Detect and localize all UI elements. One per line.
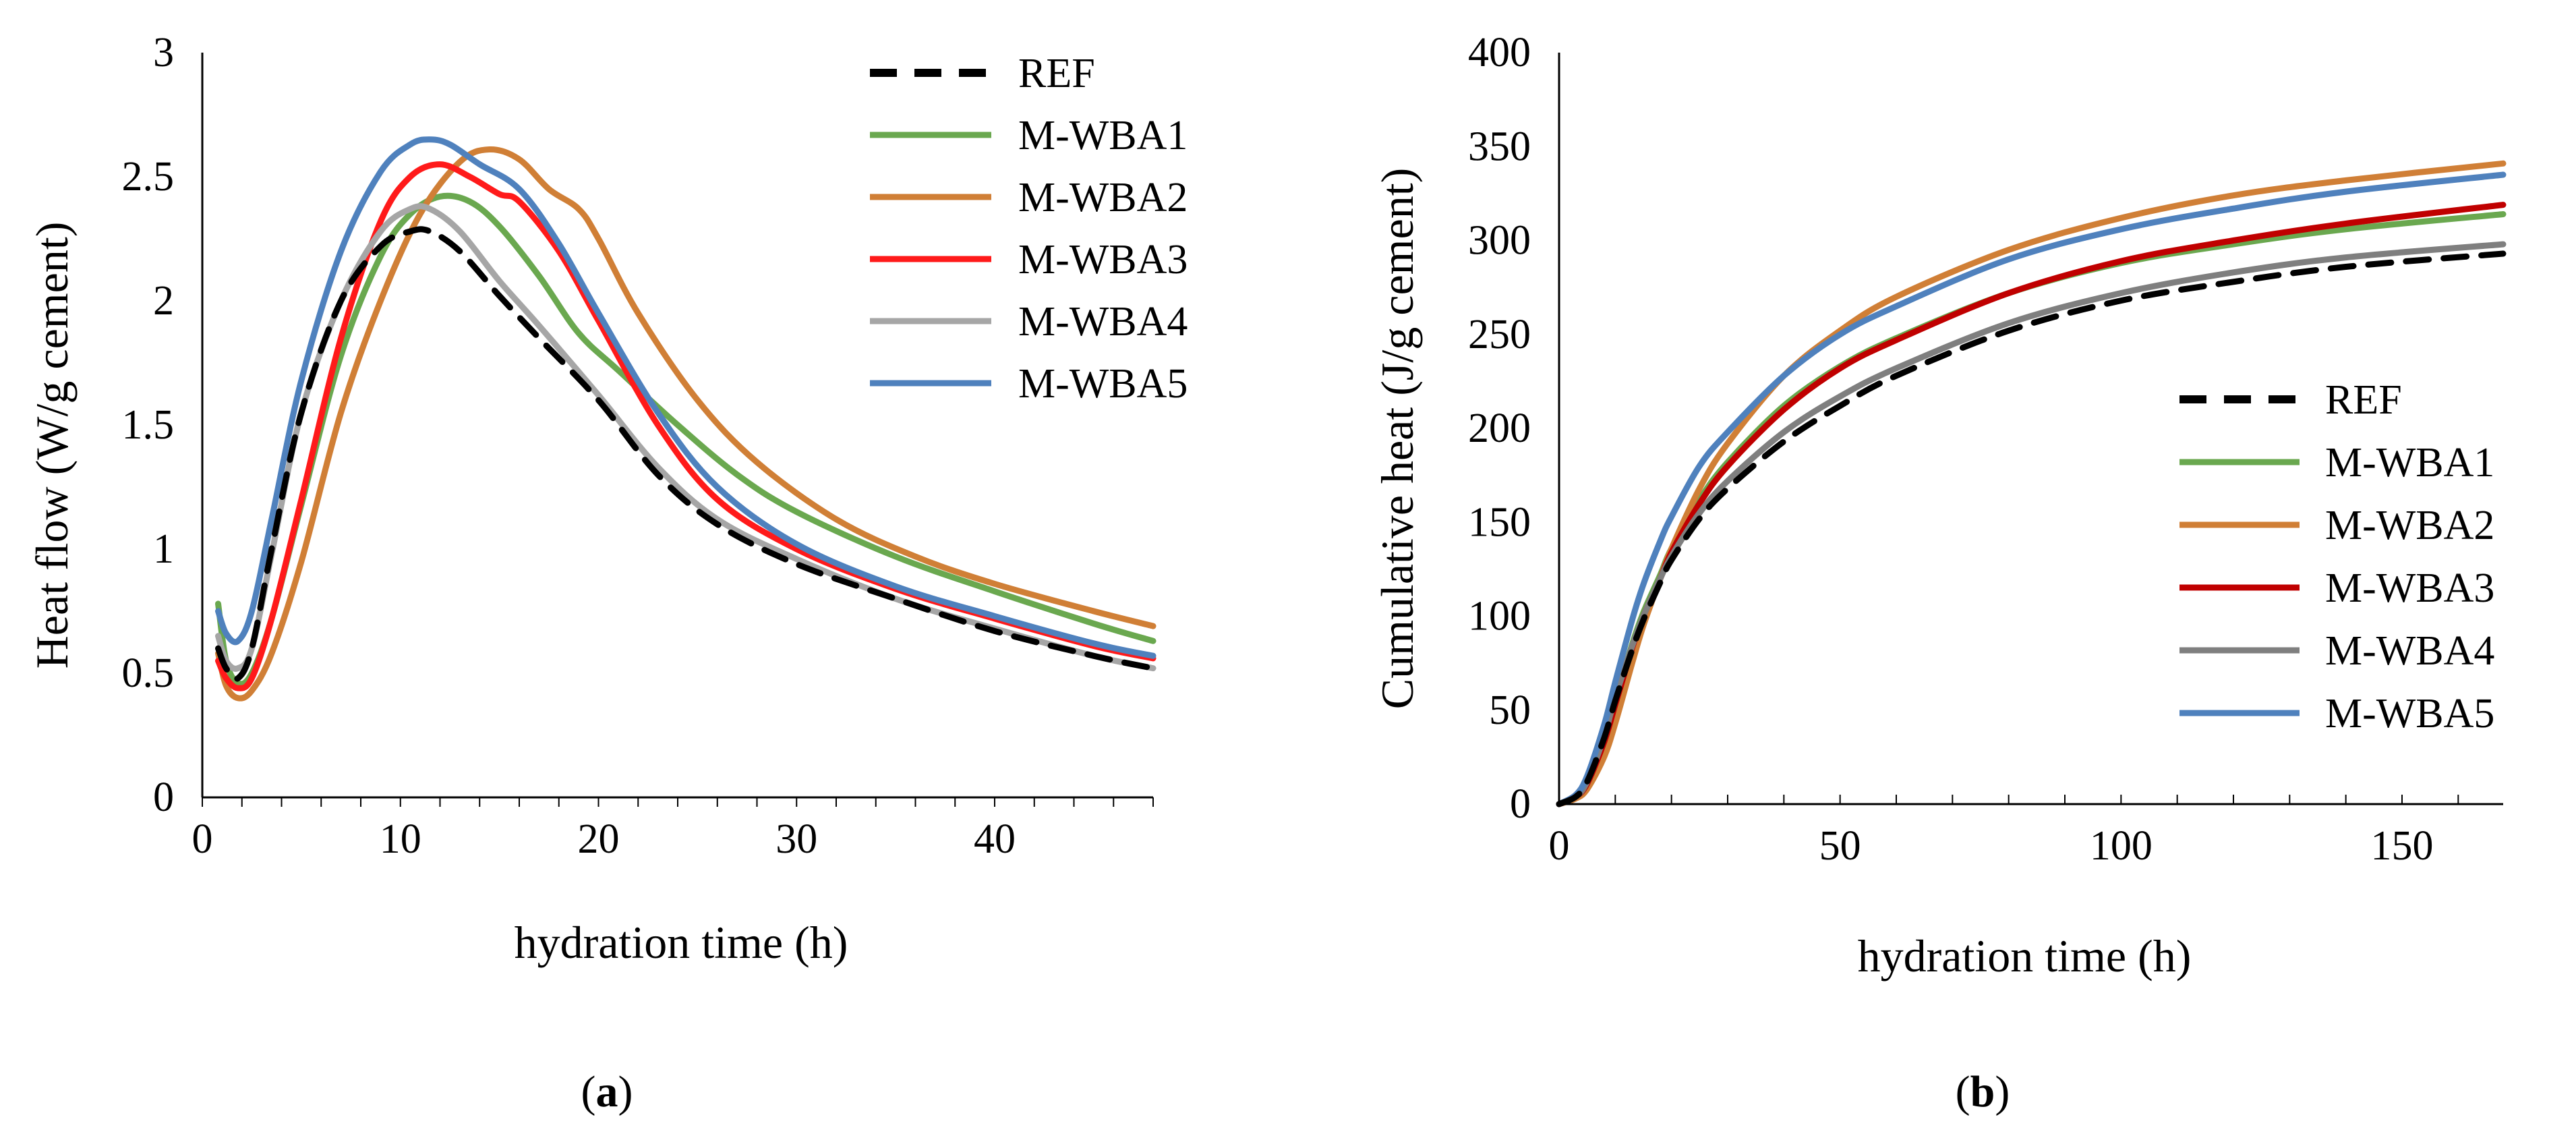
x-tick-label: 20 [578, 816, 620, 862]
y-tick-label: 0 [153, 774, 174, 820]
series-line-m-wba4 [1556, 241, 2507, 807]
legend-label-m-wba2: M-WBA2 [1018, 175, 1188, 221]
chart-a-ylabel: Heat flow (W/g cement) [26, 222, 78, 669]
legend-label-ref: REF [2325, 377, 2402, 423]
y-tick-label: 200 [1468, 405, 1531, 451]
y-tick-label: 100 [1468, 594, 1531, 640]
chart-a-xlabel: hydration time (h) [515, 917, 848, 968]
y-tick-label: 400 [1468, 30, 1531, 76]
legend-label-m-wba1: M-WBA1 [2325, 440, 2494, 486]
chart-b-cumulative-heat: 0 50 100 150 0 50 100 150 200 250 300 350 400 hydrat… [1372, 30, 2507, 1116]
series-line-m-wba2 [1556, 160, 2507, 807]
y-tick-label: 1 [153, 526, 174, 572]
x-tick-label: 10 [380, 816, 421, 862]
y-tick-label: 1.5 [122, 402, 175, 448]
legend-label-m-wba4: M-WBA4 [1018, 299, 1188, 345]
legend-label-m-wba2: M-WBA2 [2325, 503, 2494, 548]
y-tick-label: 0.5 [122, 650, 175, 696]
legend-label-m-wba3: M-WBA3 [1018, 237, 1188, 283]
chart-a-plot-area [215, 136, 1157, 702]
legend-label-m-wba3: M-WBA3 [2325, 565, 2494, 611]
y-tick-label: 350 [1468, 123, 1531, 169]
y-tick-label: 50 [1489, 687, 1531, 733]
legend-label-m-wba5: M-WBA5 [2325, 691, 2494, 737]
series-line-ref [215, 226, 1157, 682]
x-tick-label: 40 [974, 816, 1016, 862]
chart-b-legend: REF M-WBA1 M-WBA2 M-WBA3 M-WBA4 M-WBA5 [2179, 377, 2494, 737]
y-tick-label: 150 [1468, 499, 1531, 545]
x-tick-label: 0 [192, 816, 213, 862]
chart-b-caption: (b) [1956, 1067, 2010, 1116]
chart-a-legend: REF M-WBA1 M-WBA2 M-WBA3 M-WBA4 M-WBA5 [870, 51, 1188, 407]
chart-b-plot-area [1556, 160, 2507, 807]
y-tick-label: 300 [1468, 218, 1531, 264]
chart-a-heat-flow: 0 10 20 30 40 0 0.5 1 1.5 2 2.5 3 hydration time (h… [26, 30, 1188, 1116]
legend-label-m-wba1: M-WBA1 [1018, 113, 1188, 159]
x-tick-label: 150 [2371, 823, 2434, 869]
legend-label-m-wba4: M-WBA4 [2325, 628, 2494, 674]
x-tick-label: 0 [1549, 823, 1570, 869]
chart-a-caption-letter: a [596, 1067, 618, 1116]
series-line-m-wba5 [1556, 171, 2507, 807]
y-tick-label: 0 [1510, 781, 1531, 827]
y-tick-label: 2.5 [122, 154, 175, 200]
chart-b-caption-letter: b [1970, 1067, 1995, 1116]
chart-a-ticks: 0 10 20 30 40 0 0.5 1 1.5 2 2.5 3 [122, 30, 1154, 862]
y-tick-label: 2 [153, 278, 174, 324]
x-tick-label: 30 [775, 816, 817, 862]
chart-b-xlabel: hydration time (h) [1858, 930, 2192, 982]
chart-a-caption: (a) [581, 1067, 633, 1116]
x-tick-label: 100 [2090, 823, 2153, 869]
legend-label-ref: REF [1018, 51, 1095, 96]
legend-label-m-wba5: M-WBA5 [1018, 361, 1188, 407]
chart-b-ylabel: Cumulative heat (J/g cement) [1372, 168, 1423, 710]
y-tick-label: 3 [153, 30, 174, 76]
x-tick-label: 50 [1819, 823, 1861, 869]
y-tick-label: 250 [1468, 312, 1531, 358]
series-line-m-wba3 [215, 161, 1157, 691]
chart-b-ticks: 0 50 100 150 0 50 100 150 200 250 300 350 400 [1468, 30, 2459, 869]
series-line-m-wba2 [215, 146, 1157, 702]
series-line-m-wba5 [215, 136, 1157, 659]
